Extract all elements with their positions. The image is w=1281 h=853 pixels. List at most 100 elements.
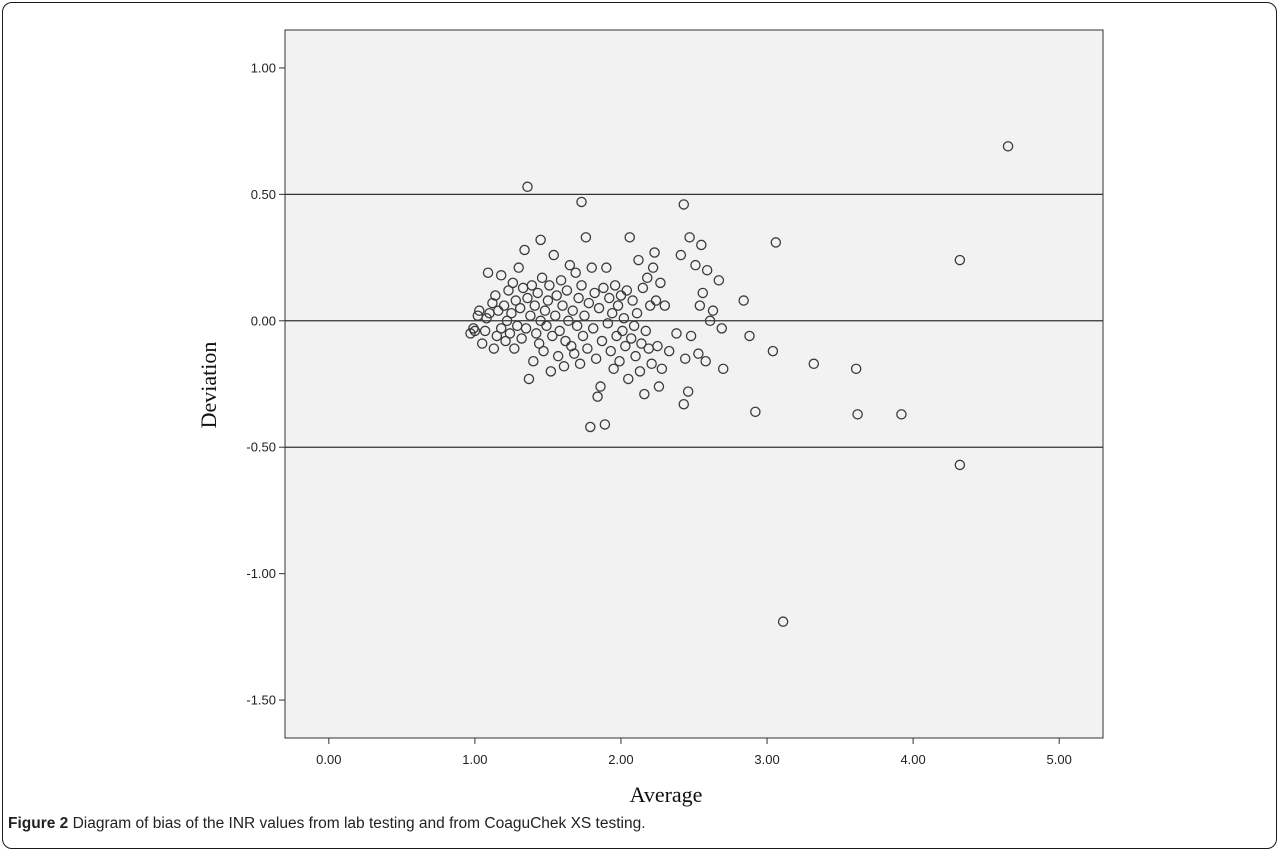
data-point — [523, 373, 535, 385]
data-point — [609, 280, 621, 291]
data-point — [647, 262, 659, 273]
data-point — [579, 310, 590, 321]
data-point — [587, 323, 599, 334]
data-point — [777, 616, 789, 627]
data-point — [678, 398, 690, 410]
data-point — [545, 366, 557, 377]
data-point — [544, 280, 555, 291]
data-point — [690, 259, 701, 271]
data-point — [639, 388, 650, 400]
data-point — [623, 373, 634, 385]
data-point — [696, 239, 707, 251]
data-point — [590, 353, 602, 364]
data-point — [488, 343, 500, 354]
data-point — [678, 199, 690, 210]
data-point — [568, 348, 580, 359]
data-point — [630, 350, 641, 362]
data-point — [491, 330, 503, 342]
data-point — [621, 285, 633, 296]
data-point — [554, 325, 565, 337]
data-point — [495, 323, 507, 334]
data-point — [469, 325, 481, 337]
data-point — [495, 270, 507, 281]
data-point — [481, 313, 492, 324]
y-axis: 1.00 0.50 0.00 -0.50 -1.00 -1.50 — [246, 60, 285, 708]
data-point — [642, 272, 653, 284]
x-tick-label: 5.00 — [1047, 752, 1072, 767]
y-tick-label: -0.50 — [246, 440, 276, 455]
data-point — [468, 323, 479, 334]
data-point — [852, 409, 863, 420]
data-point — [612, 300, 624, 311]
data-point — [585, 421, 596, 433]
data-point — [592, 391, 603, 402]
data-point — [598, 282, 609, 294]
data-point — [509, 343, 520, 354]
data-point — [564, 259, 576, 271]
data-point — [653, 381, 665, 392]
data-point — [555, 275, 567, 286]
data-point — [637, 282, 649, 294]
x-tick-label: 1.00 — [462, 752, 487, 767]
data-point — [954, 459, 966, 471]
data-point — [636, 338, 647, 349]
data-point — [618, 313, 630, 324]
data-point — [558, 361, 570, 372]
data-point — [604, 292, 615, 304]
data-point — [519, 244, 530, 256]
data-point — [808, 358, 820, 370]
data-point — [520, 323, 532, 334]
data-point — [704, 315, 716, 327]
data-point — [507, 277, 519, 289]
y-tick-label: 1.00 — [251, 60, 276, 75]
data-point — [700, 355, 711, 367]
data-point — [679, 353, 691, 364]
data-point — [713, 275, 725, 286]
data-point — [649, 247, 660, 258]
data-point — [599, 419, 611, 430]
data-point — [541, 320, 552, 332]
data-point — [659, 300, 671, 311]
data-point — [576, 196, 587, 208]
data-point — [701, 264, 713, 276]
data-point — [490, 290, 501, 301]
data-point — [640, 325, 652, 337]
data-point — [532, 287, 543, 299]
x-tick-label: 0.00 — [316, 752, 341, 767]
data-point — [646, 358, 657, 370]
data-point — [501, 315, 513, 327]
data-point — [522, 292, 533, 304]
data-point — [570, 267, 581, 278]
figure-caption: Figure 2 Diagram of bias of the INR valu… — [8, 815, 646, 833]
data-point — [716, 323, 728, 334]
data-point — [602, 318, 614, 329]
data-point — [631, 307, 643, 319]
x-tick-label: 2.00 — [608, 752, 633, 767]
data-point — [617, 325, 628, 337]
data-point — [529, 300, 541, 311]
y-tick-label: -1.00 — [246, 566, 276, 581]
data-point — [633, 254, 644, 266]
data-point — [625, 333, 637, 344]
data-point — [694, 300, 706, 311]
data-point — [628, 320, 640, 332]
data-point — [479, 325, 491, 337]
data-point — [573, 292, 584, 304]
data-point — [549, 310, 561, 321]
data-point — [596, 335, 608, 347]
data-point — [487, 297, 498, 309]
data-point — [516, 333, 527, 344]
data-point — [770, 237, 782, 248]
data-points — [465, 141, 1014, 627]
data-point — [552, 350, 564, 362]
data-point — [561, 285, 573, 296]
reference-lines — [285, 193, 1103, 448]
data-point — [608, 363, 619, 375]
data-point — [685, 330, 697, 342]
y-tick-label: -1.50 — [246, 693, 276, 708]
data-point — [563, 315, 574, 327]
x-axis-title: Average — [630, 782, 703, 807]
data-point — [506, 307, 517, 319]
data-point — [671, 328, 682, 339]
data-point — [582, 343, 593, 354]
